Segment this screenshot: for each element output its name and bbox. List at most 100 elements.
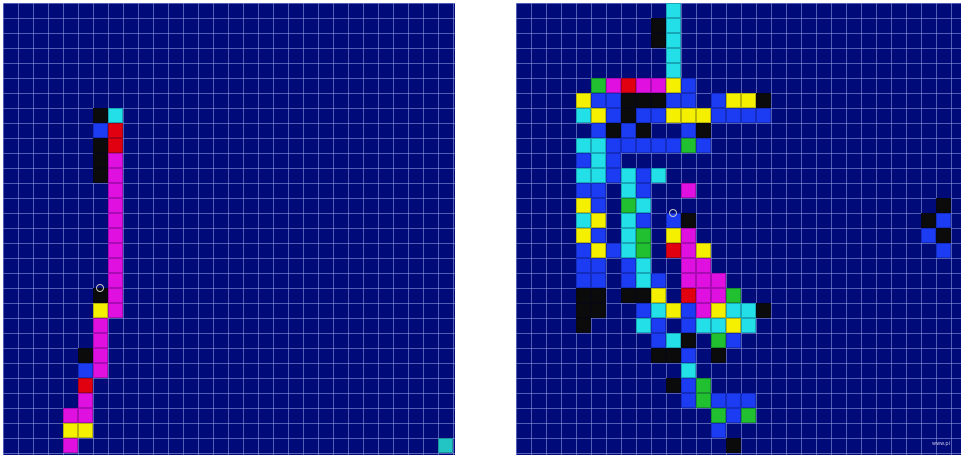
- board-cell[interactable]: [636, 288, 651, 303]
- board-cell[interactable]: [666, 303, 681, 318]
- board-cell[interactable]: [666, 378, 681, 393]
- board-cell[interactable]: [651, 168, 666, 183]
- board-cell[interactable]: [681, 108, 696, 123]
- board-cell[interactable]: [606, 93, 621, 108]
- board-cell[interactable]: [621, 138, 636, 153]
- board-cell[interactable]: [696, 288, 711, 303]
- board-cell[interactable]: [93, 138, 108, 153]
- board-cell[interactable]: [681, 363, 696, 378]
- board-cell[interactable]: [576, 138, 591, 153]
- board-cell[interactable]: [726, 288, 741, 303]
- board-cell[interactable]: [636, 318, 651, 333]
- board-cell[interactable]: [726, 108, 741, 123]
- board-cell[interactable]: [93, 363, 108, 378]
- board-cell[interactable]: [741, 318, 756, 333]
- board-cell[interactable]: [666, 93, 681, 108]
- board-cell[interactable]: [651, 288, 666, 303]
- board-cell[interactable]: [711, 108, 726, 123]
- board-cell[interactable]: [591, 198, 606, 213]
- board-cell[interactable]: [651, 93, 666, 108]
- board-cell[interactable]: [666, 333, 681, 348]
- board-cell[interactable]: [726, 408, 741, 423]
- board-cell[interactable]: [606, 108, 621, 123]
- board-cell[interactable]: [681, 288, 696, 303]
- board-cell[interactable]: [606, 243, 621, 258]
- board-cell[interactable]: [621, 273, 636, 288]
- board-cell[interactable]: [726, 393, 741, 408]
- board-cell[interactable]: [696, 273, 711, 288]
- board-cell[interactable]: [726, 318, 741, 333]
- board-cell[interactable]: [591, 93, 606, 108]
- board-cell[interactable]: [711, 288, 726, 303]
- board-cell[interactable]: [696, 138, 711, 153]
- board-cell[interactable]: [696, 393, 711, 408]
- board-cell[interactable]: [666, 348, 681, 363]
- board-cell[interactable]: [711, 348, 726, 363]
- board-cell[interactable]: [741, 393, 756, 408]
- board-cell[interactable]: [666, 3, 681, 18]
- board-cell[interactable]: [591, 78, 606, 93]
- board-cell[interactable]: [576, 243, 591, 258]
- board-cell[interactable]: [651, 348, 666, 363]
- board-cell[interactable]: [681, 213, 696, 228]
- board-cell[interactable]: [681, 93, 696, 108]
- board-cell[interactable]: [666, 78, 681, 93]
- board-cell[interactable]: [591, 228, 606, 243]
- board-cell[interactable]: [636, 78, 651, 93]
- board-cell[interactable]: [108, 273, 123, 288]
- board-cell[interactable]: [591, 303, 606, 318]
- board-cell[interactable]: [681, 228, 696, 243]
- board-cell[interactable]: [711, 423, 726, 438]
- board-cell[interactable]: [591, 258, 606, 273]
- board-cell[interactable]: [696, 303, 711, 318]
- board-cell[interactable]: [636, 183, 651, 198]
- board-cell[interactable]: [108, 258, 123, 273]
- board-cell[interactable]: [108, 153, 123, 168]
- board-cell[interactable]: [741, 108, 756, 123]
- board-cell[interactable]: [93, 333, 108, 348]
- board-cell[interactable]: [108, 228, 123, 243]
- board-cell[interactable]: [606, 168, 621, 183]
- board-cell[interactable]: [681, 273, 696, 288]
- board-cell[interactable]: [681, 348, 696, 363]
- board-cell[interactable]: [651, 33, 666, 48]
- board-cell[interactable]: [108, 213, 123, 228]
- board-cell[interactable]: [696, 123, 711, 138]
- board-cell[interactable]: [108, 303, 123, 318]
- board-cell[interactable]: [921, 228, 936, 243]
- board-cell[interactable]: [711, 303, 726, 318]
- board-cell[interactable]: [726, 438, 741, 453]
- board-cell[interactable]: [576, 93, 591, 108]
- board-cell[interactable]: [636, 168, 651, 183]
- board-cell[interactable]: [108, 288, 123, 303]
- board-cell[interactable]: [108, 243, 123, 258]
- board-cell[interactable]: [606, 153, 621, 168]
- board-cell[interactable]: [591, 183, 606, 198]
- board-cell[interactable]: [108, 198, 123, 213]
- board-cell[interactable]: [591, 123, 606, 138]
- board-cell[interactable]: [696, 108, 711, 123]
- board-cell[interactable]: [756, 108, 771, 123]
- board-cell[interactable]: [681, 258, 696, 273]
- board-cell[interactable]: [93, 318, 108, 333]
- board-cell[interactable]: [576, 168, 591, 183]
- board-cell[interactable]: [681, 123, 696, 138]
- board-cell[interactable]: [681, 183, 696, 198]
- board-cell[interactable]: [108, 123, 123, 138]
- board-cell[interactable]: [78, 408, 93, 423]
- board-cell[interactable]: [936, 243, 951, 258]
- board-cell[interactable]: [621, 108, 636, 123]
- board-cell[interactable]: [591, 153, 606, 168]
- board-cell[interactable]: [576, 213, 591, 228]
- board-cell[interactable]: [108, 183, 123, 198]
- board-cell[interactable]: [651, 18, 666, 33]
- board-cell[interactable]: [741, 303, 756, 318]
- board-cell[interactable]: [711, 273, 726, 288]
- board-cell[interactable]: [936, 213, 951, 228]
- board-cell[interactable]: [696, 378, 711, 393]
- board-cell[interactable]: [621, 243, 636, 258]
- board-cell[interactable]: [93, 168, 108, 183]
- board-cell[interactable]: [576, 303, 591, 318]
- board-cell[interactable]: [696, 258, 711, 273]
- board-cell[interactable]: [621, 183, 636, 198]
